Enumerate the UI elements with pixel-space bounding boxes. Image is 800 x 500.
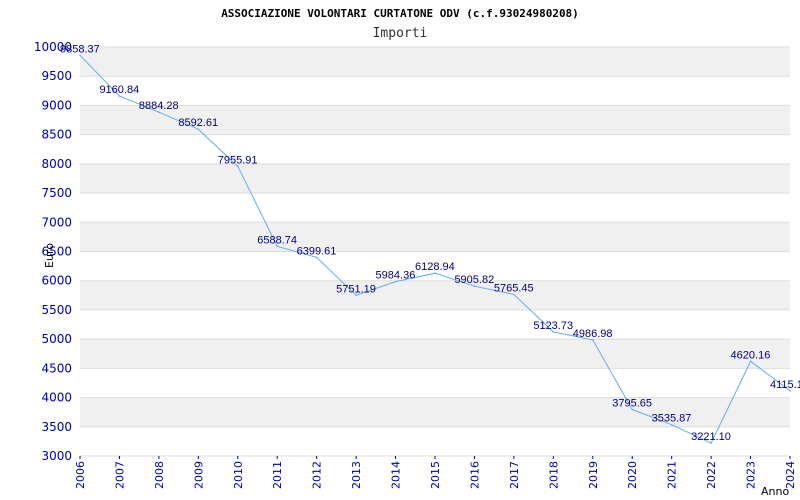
x-tick-label: 2020 <box>626 461 639 489</box>
y-tick-label: 8500 <box>41 128 72 142</box>
y-tick-label: 7000 <box>41 215 72 229</box>
y-tick-label: 7500 <box>41 186 72 200</box>
data-point <box>749 360 752 363</box>
x-tick-label: 2009 <box>192 461 205 489</box>
data-point <box>276 245 279 248</box>
data-label: 4115.10 <box>770 379 800 391</box>
chart-subtitle: Importi <box>372 26 428 41</box>
x-tick-label: 2006 <box>74 461 87 489</box>
data-point <box>591 339 594 341</box>
data-label: 6399.61 <box>297 245 337 257</box>
y-tick-label: 3500 <box>41 420 72 434</box>
data-label: 8884.28 <box>139 100 179 112</box>
grid-band <box>80 397 790 427</box>
data-point <box>552 331 555 333</box>
x-tick-label: 2022 <box>705 461 718 489</box>
data-label: 3535.87 <box>652 413 692 425</box>
x-tick-label: 2013 <box>350 461 363 489</box>
data-label: 5123.73 <box>533 320 573 332</box>
data-label: 6588.74 <box>257 234 297 246</box>
y-tick-label: 4000 <box>41 391 72 405</box>
x-tick-label: 2007 <box>113 461 126 489</box>
grid-band <box>80 280 790 310</box>
data-point <box>118 95 121 97</box>
data-point <box>670 423 673 426</box>
grid-band <box>80 222 790 252</box>
data-label: 4986.98 <box>573 328 613 340</box>
x-axis-ticks: 2006 2007 2008 2009 2010 2011 2012 2013 2014 2015… <box>74 456 797 489</box>
y-tick-label: 4500 <box>41 361 72 375</box>
x-tick-label: 2008 <box>153 461 166 489</box>
x-tick-label: 2012 <box>311 461 324 489</box>
x-tick-label: 2015 <box>429 461 442 489</box>
data-label: 5984.36 <box>376 270 416 282</box>
y-axis-label: Euro <box>43 243 56 268</box>
x-tick-label: 2011 <box>271 461 284 489</box>
data-point <box>394 280 397 283</box>
y-tick-label: 9500 <box>41 69 72 83</box>
x-tick-label: 2014 <box>390 461 403 489</box>
data-point <box>197 128 200 131</box>
x-tick-label: 2023 <box>745 461 758 489</box>
data-point <box>789 390 791 392</box>
data-label: 7955.91 <box>218 154 258 166</box>
y-tick-label: 3000 <box>41 449 72 463</box>
grid-band <box>80 163 790 194</box>
data-point <box>631 408 634 411</box>
data-point <box>434 272 436 274</box>
grid-band <box>80 47 790 77</box>
x-tick-label: 2024 <box>784 461 797 489</box>
grid-bands <box>80 47 790 427</box>
data-label: 9160.84 <box>99 84 139 96</box>
x-tick-label: 2010 <box>232 461 245 489</box>
x-tick-label: 2017 <box>508 461 521 489</box>
data-label: 8592.61 <box>178 117 218 129</box>
grid-band <box>80 339 790 369</box>
y-tick-label: 10000 <box>34 40 72 54</box>
x-axis-label: Anno <box>761 485 789 498</box>
data-label: 6128.94 <box>415 261 455 273</box>
data-label: 4620.16 <box>731 349 771 361</box>
data-label: 3221.10 <box>691 431 731 443</box>
y-tick-label: 5000 <box>41 332 72 346</box>
y-tick-label: 8000 <box>41 157 72 171</box>
data-point <box>236 165 239 168</box>
data-point <box>710 442 712 444</box>
y-tick-label: 5500 <box>41 303 72 317</box>
data-label: 5905.82 <box>454 274 494 286</box>
y-tick-label: 6000 <box>41 274 72 288</box>
data-point <box>473 285 476 288</box>
y-tick-label: 9000 <box>41 98 72 112</box>
x-tick-label: 2019 <box>587 461 600 489</box>
data-point <box>158 111 160 113</box>
data-point <box>79 54 81 57</box>
data-label: 3795.65 <box>612 398 652 410</box>
data-label: 5751.19 <box>336 283 376 295</box>
data-point <box>355 294 357 297</box>
chart-title: ASSOCIAZIONE VOLONTARI CURTATONE ODV (c.… <box>221 7 579 20</box>
x-tick-label: 2018 <box>547 461 560 489</box>
x-tick-label: 2016 <box>468 461 481 489</box>
data-label: 5765.45 <box>494 282 534 294</box>
y-tick-label: 6500 <box>41 245 72 259</box>
data-point <box>513 293 515 296</box>
data-point <box>315 256 318 259</box>
data-label: 9858.37 <box>60 43 100 55</box>
y-axis-ticks: 3000 3500 4000 4500 5000 5500 6000 6500 7000 7500… <box>34 40 72 463</box>
x-tick-label: 2021 <box>666 461 679 489</box>
